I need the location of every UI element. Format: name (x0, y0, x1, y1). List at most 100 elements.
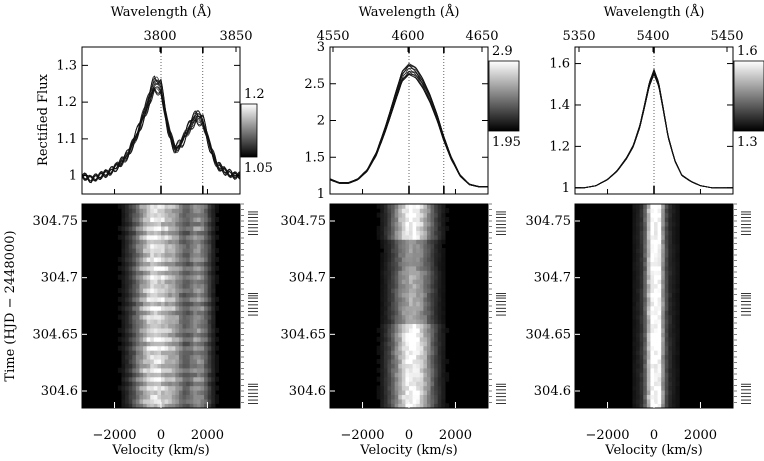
heatmap-cell (135, 358, 141, 364)
heatmap-cell (657, 212, 662, 218)
heatmap-cell (128, 265, 133, 271)
heatmap-cell (409, 327, 414, 333)
heatmap-cell (164, 394, 169, 400)
heatmap-cell (128, 319, 133, 325)
heatmap-cell (409, 341, 414, 347)
heatmap-cell (671, 381, 677, 387)
heatmap-cell (193, 261, 198, 267)
heatmap-cell (207, 376, 212, 382)
heatmap-cell (426, 319, 432, 325)
heatmap-cell (189, 389, 194, 395)
heatmap-cell (380, 336, 385, 342)
heatmap-cell (150, 234, 155, 240)
heatmap-cell (143, 354, 148, 360)
heatmap-cell (143, 381, 148, 387)
heatmap-cell (391, 243, 396, 249)
heatmap-cell (668, 381, 673, 387)
heatmap-cell (161, 296, 166, 302)
heatmap-cell (186, 265, 191, 271)
heatmap-cell (175, 354, 180, 360)
heatmap-cell (139, 394, 144, 400)
y-tick-label: 1.3 (56, 58, 77, 73)
heatmap-cell (405, 252, 410, 258)
heatmap-cell (675, 403, 680, 409)
velocity-axis-title: Velocity (km/s) (111, 443, 209, 458)
heatmap-cell (639, 270, 644, 276)
heatmap-cell (175, 358, 180, 364)
heatmap-cell (639, 310, 644, 316)
heatmap-cell (189, 212, 194, 218)
heatmap-cell (186, 274, 191, 280)
heatmap-cell (128, 270, 133, 276)
heatmap-cell (182, 345, 187, 351)
heatmap-cell (657, 345, 662, 351)
heatmap-cell (383, 385, 389, 391)
heatmap-cell (196, 385, 202, 391)
heatmap-cell (437, 341, 442, 347)
heatmap-cell (182, 292, 187, 298)
heatmap-cell (398, 287, 403, 293)
heatmap-cell (671, 341, 677, 347)
heatmap-cell (139, 221, 144, 227)
heatmap-cell (661, 208, 666, 214)
heatmap-cell (196, 217, 202, 223)
heatmap-cell (150, 243, 155, 249)
heatmap-cell (430, 274, 435, 280)
heatmap-cell (189, 279, 194, 285)
heatmap-cell (196, 345, 202, 351)
heatmap-cell (182, 234, 187, 240)
heatmap-cell (412, 398, 417, 404)
heatmap-cell (661, 358, 666, 364)
heatmap-cell (434, 256, 439, 262)
heatmap-cell (150, 274, 155, 280)
heatmap-cell (654, 389, 659, 395)
heatmap-cell (161, 248, 166, 254)
heatmap-cell (125, 212, 130, 218)
heatmap-cell (168, 305, 173, 311)
heatmap-cell (636, 354, 641, 360)
heatmap-cell (153, 332, 159, 338)
heatmap-cell (650, 203, 655, 209)
heatmap-cell (200, 256, 205, 262)
heatmap-cell (412, 376, 417, 382)
heatmap-cell (139, 372, 144, 378)
heatmap-cell (430, 381, 435, 387)
heatmap-cell (405, 239, 410, 245)
heatmap-cell (391, 261, 396, 267)
heatmap-cell (419, 341, 424, 347)
heatmap-cell (668, 389, 673, 395)
heatmap-cell (416, 248, 421, 254)
heatmap-cell (175, 239, 180, 245)
heatmap-cell (186, 363, 191, 369)
heatmap-cell (401, 287, 407, 293)
heatmap-cell (405, 279, 410, 285)
heatmap-cell (150, 270, 155, 276)
heatmap-cell (132, 394, 137, 400)
heatmap-cell (153, 230, 159, 236)
heatmap-cell (150, 332, 155, 338)
heatmap-cell (211, 203, 216, 209)
heatmap-cell (671, 403, 677, 409)
heatmap-cell (139, 243, 144, 249)
heatmap-cell (394, 256, 399, 262)
heatmap-cell (444, 358, 450, 364)
heatmap-cell (632, 221, 637, 227)
heatmap-cell (196, 203, 202, 209)
heatmap-cell (157, 381, 162, 387)
heatmap-cell (143, 398, 148, 404)
heatmap-cell (207, 350, 212, 356)
heatmap-cell (132, 225, 137, 231)
heatmap-cell (175, 261, 180, 267)
heatmap-cell (426, 310, 432, 316)
heatmap-cell (430, 287, 435, 293)
heatmap-cell (157, 385, 162, 391)
heatmap-cell (171, 323, 176, 329)
heatmap-cell (409, 332, 414, 338)
heatmap-cell (153, 327, 159, 333)
heatmap-cell (430, 256, 435, 262)
heatmap-cell (153, 350, 159, 356)
heatmap-cell (153, 398, 159, 404)
heatmap-cell (211, 332, 216, 338)
heatmap-cell (139, 256, 144, 262)
heatmap-cell (121, 274, 126, 280)
